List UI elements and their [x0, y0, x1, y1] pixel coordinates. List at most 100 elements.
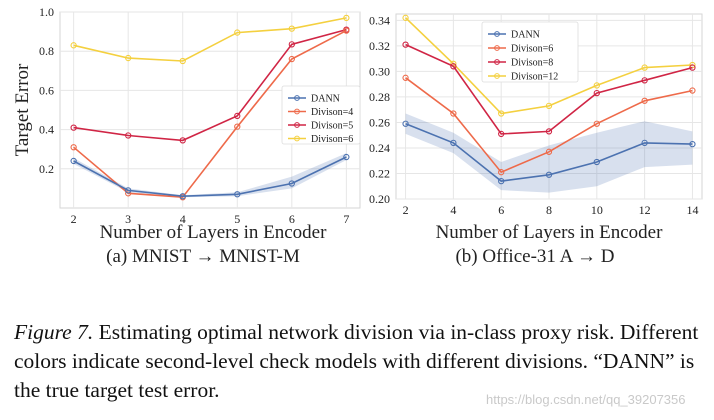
x-tick-label: 6 [289, 212, 295, 226]
data-point [70, 157, 77, 165]
y-tick-label: 0.26 [369, 115, 390, 129]
data-point [125, 132, 132, 139]
data-point [545, 171, 553, 178]
x-tick-label: 6 [498, 203, 504, 217]
legend-label: Divison=6 [311, 134, 353, 145]
x-axis-label-b: Number of Layers in Encoder [436, 222, 664, 243]
data-point [402, 14, 409, 21]
series-line-divison-8 [405, 43, 693, 135]
data-point [343, 153, 350, 161]
data-point [288, 180, 295, 187]
data-point [288, 55, 295, 63]
x-tick-label: 2 [71, 212, 77, 226]
x-axis-label-a: Number of Layers in Encoder [100, 222, 328, 243]
data-point [689, 140, 696, 148]
chart-panel-b: 0.20 0.22 0.24 0.26 0.28 0.30 0.32 0.34 2 4 6 8 10 1… [369, 13, 703, 267]
series-line-dann [73, 156, 347, 198]
data-point [641, 139, 648, 147]
x-tick-label: 4 [450, 203, 456, 217]
y-tick-label: 0.6 [39, 83, 54, 97]
y-tick-label: 0.30 [369, 64, 390, 78]
series-line-divison-5 [73, 28, 347, 142]
data-point [70, 144, 77, 151]
y-tick-label: 1.0 [39, 5, 54, 19]
legend-marker [494, 45, 500, 51]
data-point [288, 25, 295, 32]
dann-confidence-band [405, 113, 693, 193]
legend-label: Divison=4 [311, 107, 353, 118]
y-tick-label: 0.32 [369, 39, 390, 53]
data-point [402, 74, 409, 81]
x-tick-label: 7 [343, 212, 349, 226]
data-point [689, 61, 696, 69]
data-point [234, 191, 241, 198]
series-line-divison-6 [405, 77, 693, 174]
data-point [450, 63, 457, 70]
data-point [234, 112, 241, 120]
subtitle-b: (b) Office-31 A → D [455, 246, 614, 267]
y-tick-label: 0.4 [39, 123, 54, 137]
x-tick-label: 3 [125, 212, 131, 226]
legend-label: Divison=8 [511, 58, 553, 69]
x-tick-label: 12 [639, 203, 651, 217]
data-point [125, 54, 132, 62]
legend-marker [294, 135, 300, 142]
legend-a: DANN Divison=4 Divison=5 Divison=6 [281, 85, 361, 145]
data-point [70, 42, 77, 49]
y-tick-label: 0.24 [369, 141, 390, 155]
data-point [498, 110, 505, 117]
y-tick-label: 0.28 [369, 90, 390, 104]
series-line-divison-6 [73, 17, 347, 62]
figure-canvas: 0.2 0.4 0.6 0.8 1.0 2 3 4 5 6 7 Target Error Numb… [12, 5, 703, 267]
legend-marker [294, 95, 300, 101]
legend-label: Divison=6 [511, 44, 553, 55]
data-point [498, 130, 505, 138]
legend-label: Divison=5 [311, 121, 353, 132]
x-tick-label: 5 [234, 212, 240, 226]
x-tick-label: 2 [403, 203, 409, 217]
y-tick-label: 0.8 [39, 44, 54, 58]
data-point [450, 139, 457, 147]
data-point [179, 193, 186, 200]
legend-b: DANN Divison=6 Divison=8 Divison=12 [481, 21, 579, 83]
legend-marker [294, 108, 300, 115]
watermark: https://blog.csdn.net/qq_39207356 [486, 392, 686, 407]
legend-label: DANN [511, 30, 540, 41]
data-point [641, 97, 648, 104]
data-point [234, 29, 241, 36]
y-tick-label: 0.20 [369, 192, 390, 206]
x-tick-label: 4 [180, 212, 186, 226]
series-line-dann [405, 122, 693, 182]
legend-marker [494, 59, 500, 65]
data-point [179, 137, 186, 144]
data-point [402, 41, 409, 48]
data-point [402, 120, 409, 127]
data-point [498, 177, 505, 185]
data-point [641, 64, 648, 71]
data-point [545, 148, 553, 155]
data-point [70, 124, 77, 131]
legend-marker [494, 31, 500, 37]
legend-label: DANN [311, 94, 340, 105]
data-point [179, 57, 186, 65]
y-tick-label: 0.2 [39, 162, 54, 176]
data-point [343, 14, 350, 22]
y-axis-label-a: Target Error [12, 63, 33, 156]
figure-caption: Figure 7. Estimating optimal network div… [14, 318, 708, 405]
data-point [689, 87, 696, 94]
caption-text: Estimating optimal network division via … [14, 320, 699, 402]
x-tick-label: 14 [686, 203, 698, 217]
data-point [450, 110, 457, 117]
data-point [545, 102, 553, 110]
data-point [593, 89, 600, 97]
legend-marker [294, 122, 300, 128]
y-tick-label: 0.22 [369, 166, 390, 180]
data-point [343, 27, 350, 34]
data-point [593, 120, 600, 127]
x-tick-label: 8 [546, 203, 552, 217]
caption-label: Figure 7. [14, 320, 94, 344]
y-tick-label: 0.34 [369, 13, 390, 27]
data-point [593, 82, 600, 89]
chart-panel-a: 0.2 0.4 0.6 0.8 1.0 2 3 4 5 6 7 Target Error Numb… [12, 5, 361, 267]
x-tick-label: 10 [591, 203, 603, 217]
